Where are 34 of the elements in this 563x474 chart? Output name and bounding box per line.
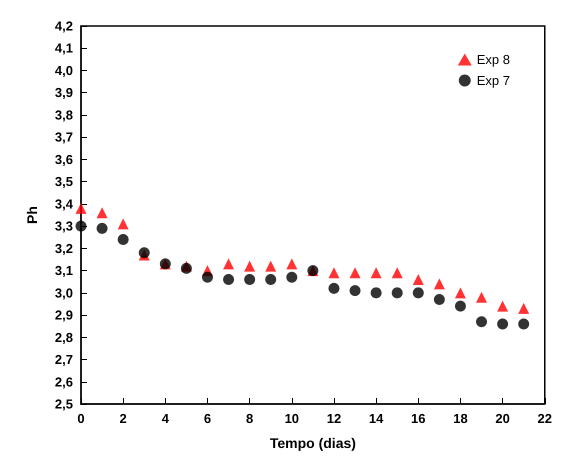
x-tick-label: 4 xyxy=(162,411,170,426)
x-tick-label: 22 xyxy=(538,411,552,426)
x-tick-label: 10 xyxy=(284,411,300,426)
y-tick-label: 2,5 xyxy=(54,396,73,412)
legend-label: Exp 7 xyxy=(476,73,510,88)
x-tick-label: 18 xyxy=(453,411,468,426)
legend-label: Exp 8 xyxy=(476,52,510,67)
x-axis-title: Tempo (dias) xyxy=(270,435,356,451)
x-tick-label: 2 xyxy=(120,411,127,426)
y-tick-label: 2,8 xyxy=(54,330,73,345)
y-tick-label: 3,4 xyxy=(54,196,74,212)
y-tick-label: 2,9 xyxy=(54,308,73,323)
x-tick-label: 8 xyxy=(246,411,254,426)
y-axis-title: Ph xyxy=(24,206,40,224)
x-tick-label: 16 xyxy=(411,411,426,426)
y-tick-label: 3,1 xyxy=(54,263,73,278)
y-tick-label: 3,9 xyxy=(54,85,73,100)
x-tick-label: 14 xyxy=(368,411,384,426)
x-tick-label: 0 xyxy=(77,411,85,426)
y-tick-label: 4,0 xyxy=(54,62,73,78)
y-tick-label: 4,2 xyxy=(54,18,73,34)
y-tick-label: 2,7 xyxy=(54,352,73,368)
y-tick-label: 3,5 xyxy=(54,174,73,190)
y-tick-label: 2,6 xyxy=(54,374,73,390)
x-tick-label: 20 xyxy=(495,411,510,426)
y-tick-label: 3,0 xyxy=(54,285,73,300)
y-tick-label: 3,6 xyxy=(54,152,73,167)
x-tick-label: 12 xyxy=(326,411,342,426)
y-tick-label: 3,3 xyxy=(54,218,73,234)
x-tick-label: 6 xyxy=(204,411,212,426)
y-tick-label: 3,2 xyxy=(54,240,73,256)
y-tick-label: 3,8 xyxy=(54,107,73,122)
y-tick-label: 3,7 xyxy=(54,130,73,145)
y-tick-label: 4,1 xyxy=(54,40,73,56)
